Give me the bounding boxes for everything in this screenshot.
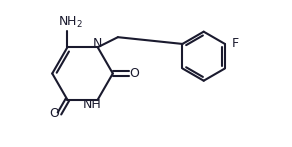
Text: F: F <box>231 37 238 50</box>
Text: NH$_2$: NH$_2$ <box>58 15 83 30</box>
Text: NH: NH <box>83 98 102 111</box>
Text: O: O <box>129 67 139 80</box>
Text: O: O <box>49 107 59 120</box>
Text: N: N <box>93 37 102 50</box>
